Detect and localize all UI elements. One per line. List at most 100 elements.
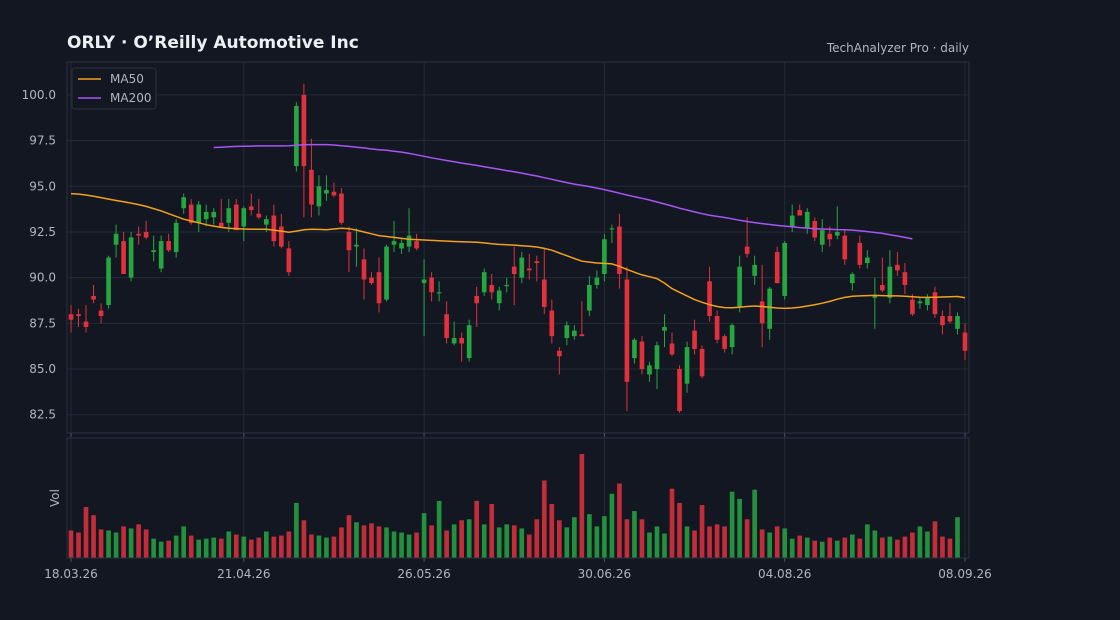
- volume-bar: [804, 537, 810, 558]
- candle: [662, 314, 667, 348]
- volume-bar: [865, 524, 870, 558]
- candle-body: [639, 341, 645, 370]
- legend-label-ma50: MA50: [110, 72, 144, 86]
- candle: [489, 274, 495, 300]
- volume-bar: [827, 537, 833, 558]
- volume-bar: [294, 502, 299, 558]
- candle: [940, 310, 945, 335]
- volume-bar: [722, 526, 727, 558]
- candle: [481, 268, 487, 296]
- candle-body: [834, 231, 840, 236]
- candle-body: [819, 230, 825, 245]
- volume-bar: [940, 536, 945, 558]
- candle-body: [842, 235, 848, 260]
- volume-bar: [932, 521, 938, 558]
- candle-body: [910, 299, 915, 315]
- candle: [602, 233, 607, 282]
- candle: [699, 345, 705, 379]
- volume-bar: [233, 534, 239, 558]
- candle-body: [324, 189, 329, 194]
- volume-bar: [925, 531, 930, 558]
- candle: [654, 341, 660, 390]
- candle: [857, 235, 863, 269]
- volume-bar: [895, 539, 900, 558]
- candle: [136, 226, 141, 245]
- candle: [474, 286, 480, 327]
- candle-body: [181, 197, 187, 209]
- candle-body: [647, 365, 652, 375]
- volume-bar: [684, 526, 690, 558]
- volume-bar: [324, 537, 329, 558]
- volume-bar: [812, 540, 818, 558]
- candle: [324, 175, 329, 201]
- x-tick-label: 26.05.26: [397, 567, 450, 581]
- candle-body: [617, 226, 622, 274]
- candle: [519, 252, 525, 284]
- volume-bar: [774, 526, 780, 558]
- candle-body: [519, 257, 525, 278]
- volume-bar: [842, 537, 848, 558]
- volume-bar: [609, 493, 615, 558]
- candle: [632, 337, 637, 364]
- candle: [609, 224, 615, 243]
- volume-bar: [68, 530, 74, 558]
- candle-body: [902, 272, 908, 285]
- candle-body: [947, 316, 953, 322]
- candle: [91, 284, 96, 304]
- volume-bar: [572, 517, 577, 558]
- volume-bar: [263, 531, 269, 558]
- volume-bar: [647, 532, 652, 558]
- candle-body: [526, 268, 532, 271]
- candle-body: [376, 272, 382, 304]
- candle: [113, 224, 119, 258]
- candle-body: [339, 193, 344, 223]
- candle-body: [925, 297, 930, 306]
- candle-body: [722, 336, 727, 349]
- candle-body: [331, 191, 337, 196]
- volume-bar: [955, 517, 960, 558]
- candle: [339, 188, 344, 225]
- chart-subtitle: TechAnalyzer Pro · daily: [826, 41, 969, 55]
- volume-bar: [406, 534, 412, 558]
- candle-body: [226, 208, 232, 223]
- candle-body: [241, 208, 247, 227]
- volume-bar: [309, 534, 314, 558]
- candle-body: [707, 281, 712, 317]
- volume-bar: [910, 532, 915, 558]
- candle: [910, 294, 915, 317]
- legend: MA50 MA200: [71, 67, 157, 110]
- candle: [286, 241, 292, 276]
- volume-panel-frame: [66, 437, 970, 559]
- candle-body: [541, 279, 547, 307]
- volume-bar: [369, 523, 374, 558]
- volume-layer: [68, 454, 960, 558]
- volume-bar: [887, 536, 893, 558]
- candle-body: [121, 241, 126, 274]
- candle-body: [98, 310, 104, 317]
- volume-bar: [136, 524, 141, 558]
- candle: [451, 321, 457, 346]
- volume-bar: [301, 520, 307, 558]
- candle-body: [248, 206, 254, 211]
- volume-bar: [211, 537, 217, 558]
- candle-body: [173, 222, 179, 253]
- volume-bar: [339, 527, 344, 558]
- volume-bar: [880, 537, 885, 558]
- candle: [504, 277, 510, 293]
- candle: [369, 272, 374, 285]
- candle-body: [211, 211, 217, 218]
- candle: [624, 266, 630, 412]
- candle-body: [632, 339, 637, 359]
- candle: [151, 235, 156, 262]
- candle-body: [369, 277, 374, 284]
- candle: [384, 244, 389, 302]
- candle-body: [76, 314, 81, 317]
- volume-bar: [594, 526, 600, 558]
- candle: [887, 250, 893, 304]
- volume-bar: [692, 530, 697, 558]
- candle: [594, 270, 600, 289]
- candle-body: [158, 241, 164, 269]
- candle: [962, 323, 968, 360]
- volume-bar: [632, 511, 637, 558]
- volume-bar: [121, 526, 126, 558]
